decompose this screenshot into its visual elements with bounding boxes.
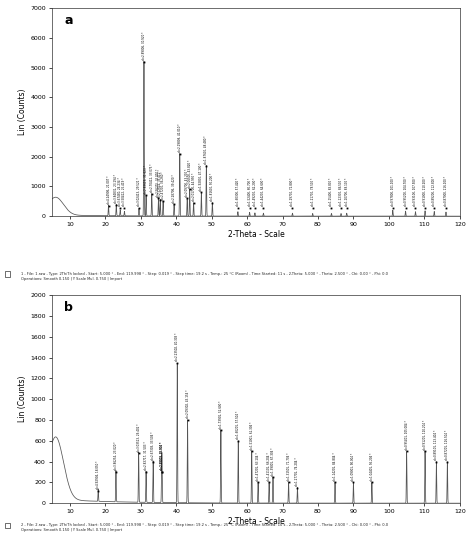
Text: d=2.50003, 35.904 *: d=2.50003, 35.904 * — [160, 442, 164, 471]
Text: d=2.09302, 43.154 *: d=2.09302, 43.154 * — [185, 390, 190, 418]
Text: d=0.91201, 110.204 *: d=0.91201, 110.204 * — [423, 419, 427, 449]
Y-axis label: Lin (Counts): Lin (Counts) — [18, 89, 27, 135]
Text: d=2.28706, 39.420 *: d=2.28706, 39.420 * — [172, 174, 176, 202]
Text: d=1.27701, 74.204 *: d=1.27701, 74.204 * — [295, 457, 300, 486]
X-axis label: 2-Theta - Scale: 2-Theta - Scale — [228, 517, 284, 526]
X-axis label: 2-Theta - Scale: 2-Theta - Scale — [228, 230, 284, 239]
Text: d=1.14201, 84.804 *: d=1.14201, 84.804 * — [333, 452, 337, 481]
Text: d=1.52400, 60.700 *: d=1.52400, 60.700 * — [247, 178, 252, 206]
Text: d=1.21700, 78.500 *: d=1.21700, 78.500 * — [310, 178, 315, 206]
Text: d=0.87000, 116.100 *: d=0.87000, 116.100 * — [444, 176, 448, 206]
Text: d=2.01700, 44.950 *: d=2.01700, 44.950 * — [191, 173, 196, 201]
Text: d=0.93100, 107.500 *: d=0.93100, 107.500 * — [413, 176, 418, 206]
Text: d=1.51001, 61.304 *: d=1.51001, 61.304 * — [250, 421, 254, 449]
Text: d=2.49003, 36.004 *: d=2.49003, 36.004 * — [160, 442, 164, 471]
Text: d=2.47200, 36.260 *: d=2.47200, 36.260 * — [161, 171, 165, 200]
Text: d=4.92904, 18.050 *: d=4.92904, 18.050 * — [96, 461, 100, 489]
Text: d=1.12300, 86.500 *: d=1.12300, 86.500 * — [339, 178, 343, 206]
Text: d=2.09700, 43.200 *: d=2.09700, 43.200 * — [185, 168, 189, 197]
Text: d=0.95200, 104.700 *: d=0.95200, 104.700 * — [403, 176, 408, 206]
Text: d=1.44200, 64.600 *: d=1.44200, 64.600 * — [261, 178, 265, 206]
Text: d=1.39001, 67.304 *: d=1.39001, 67.304 * — [271, 447, 275, 475]
Text: d=1.87600, 48.480 *: d=1.87600, 48.480 * — [204, 135, 209, 164]
Text: d=1.92800, 47.100 *: d=1.92800, 47.100 * — [200, 162, 203, 191]
Text: d=2.06500, 43.820 *: d=2.06500, 43.820 * — [188, 159, 191, 188]
Text: d=2.19808, 41.010 *: d=2.19808, 41.010 * — [178, 123, 182, 152]
Text: d=2.23502, 40.303 *: d=2.23502, 40.303 * — [175, 332, 179, 361]
Text: d=0.95401, 105.004 *: d=0.95401, 105.004 * — [405, 419, 409, 449]
Text: d=3.50412, 25.419 *: d=3.50412, 25.419 * — [122, 177, 127, 206]
Text: d=2.52614, 35.412 *: d=2.52614, 35.412 * — [158, 169, 162, 198]
Text: d=0.97800, 101.100 *: d=0.97800, 101.100 * — [391, 176, 395, 206]
Text: d=0.89101, 113.404 *: d=0.89101, 113.404 * — [434, 430, 438, 460]
Y-axis label: Lin (Counts): Lin (Counts) — [18, 376, 27, 423]
Text: d=0.91000, 110.200 *: d=0.91000, 110.200 * — [423, 176, 427, 206]
Text: d=1.31501, 71.704 *: d=1.31501, 71.704 * — [287, 452, 291, 481]
Text: d=2.89006, 30.920 *: d=2.89006, 30.920 * — [142, 32, 146, 60]
Text: d=1.09001, 90.004 *: d=1.09001, 90.004 * — [351, 453, 356, 481]
Text: d=1.15400, 83.800 *: d=1.15400, 83.800 * — [329, 178, 334, 206]
Text: d=3.84831, 23.194 *: d=3.84831, 23.194 * — [114, 174, 118, 203]
Text: d=2.56215, 35.010 *: d=2.56215, 35.010 * — [156, 168, 161, 197]
Text: d=1.29700, 72.800 *: d=1.29700, 72.800 * — [291, 178, 294, 206]
Text: a: a — [64, 14, 73, 27]
Text: d=1.60201, 57.504 *: d=1.60201, 57.504 * — [236, 411, 240, 439]
Text: 1 - File: 1.raw - Type: 2Th/Th locked - Start: 5.000 ° - End: 119.998 ° - Step: : 1 - File: 1.raw - Type: 2Th/Th locked - … — [21, 272, 388, 281]
Text: d=3.03513, 29.402 *: d=3.03513, 29.402 * — [137, 423, 141, 452]
Text: d=0.89200, 112.800 *: d=0.89200, 112.800 * — [432, 176, 436, 206]
Text: d=1.60300, 57.420 *: d=1.60300, 57.420 * — [236, 178, 240, 206]
Text: d=0.87201, 116.504 *: d=0.87201, 116.504 * — [446, 430, 449, 460]
Text: b: b — [64, 301, 73, 314]
Text: d=1.10700, 88.100 *: d=1.10700, 88.100 * — [345, 178, 349, 206]
Text: d=1.41101, 66.204 *: d=1.41101, 66.204 * — [267, 452, 271, 481]
Text: d=1.04401, 95.204 *: d=1.04401, 95.204 * — [370, 452, 374, 481]
Text: d=1.81600, 50.200 *: d=1.81600, 50.200 * — [210, 173, 214, 201]
Text: d=1.47201, 63.104 *: d=1.47201, 63.104 * — [256, 452, 260, 481]
Text: d=2.70412, 33.075 *: d=2.70412, 33.075 * — [150, 164, 154, 192]
Text: d=1.49200, 62.200 *: d=1.49200, 62.200 * — [253, 178, 257, 206]
Text: d=4.24906, 21.007 *: d=4.24906, 21.007 * — [107, 176, 110, 204]
Text: d=1.73901, 52.600 *: d=1.73901, 52.600 * — [219, 400, 223, 429]
Text: d=3.02413, 29.521 *: d=3.02413, 29.521 * — [137, 177, 141, 206]
Text: d=2.67303, 33.504 *: d=2.67303, 33.504 * — [151, 431, 155, 460]
Text: 2 - File: 2.raw - Type: 2Th/Th locked - Start: 5.000 ° - End: 119.998 ° - Step: : 2 - File: 2.raw - Type: 2Th/Th locked - … — [21, 523, 389, 532]
Text: d=2.83619, 31.623 *: d=2.83619, 31.623 * — [144, 165, 148, 194]
Text: d=2.83717, 31.503 *: d=2.83717, 31.503 * — [144, 442, 148, 471]
Text: d=3.86254, 23.020 *: d=3.86254, 23.020 * — [114, 442, 118, 471]
Text: d=3.67480, 24.234 *: d=3.67480, 24.234 * — [118, 177, 122, 206]
